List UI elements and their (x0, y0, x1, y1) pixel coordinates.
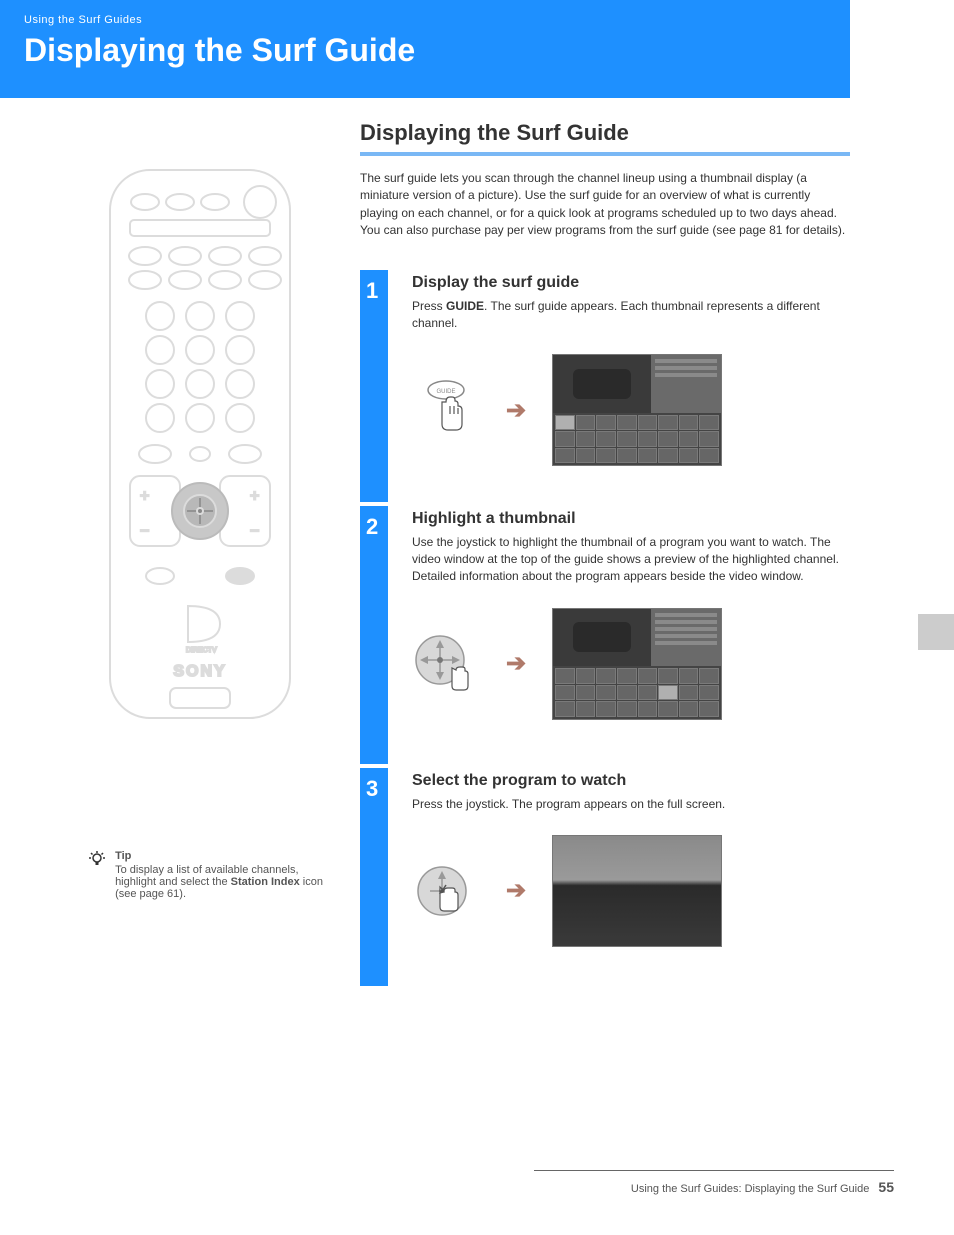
svg-text:GUIDE: GUIDE (436, 389, 455, 395)
step-heading: Select the program to watch (412, 768, 850, 790)
main-content: Displaying the Surf Guide The surf guide… (360, 120, 850, 986)
breadcrumb: Using the Surf Guides (24, 14, 826, 26)
step-text: Press the joystick. The program appears … (412, 796, 850, 813)
page-edge-tab (918, 614, 954, 650)
remote-icon: + − + − DIRECTV SONY (100, 166, 300, 726)
arrow-icon: ➔ (506, 396, 526, 425)
guide-thumbnail-1 (552, 354, 722, 466)
section-title: Displaying the Surf Guide (360, 120, 850, 146)
step-text: Use the joystick to highlight the thumbn… (412, 534, 850, 586)
step-bar (360, 270, 388, 502)
step-number: 1 (366, 278, 378, 304)
svg-text:DIRECTV: DIRECTV (186, 647, 217, 654)
joystick-move-icon (412, 630, 480, 698)
svg-text:+: + (140, 488, 149, 505)
page-title: Displaying the Surf Guide (24, 32, 826, 69)
title-rule (360, 152, 850, 156)
step-bar (360, 506, 388, 764)
page-number: 55 (878, 1179, 894, 1195)
arrow-icon: ➔ (506, 876, 526, 905)
step-number: 2 (366, 514, 378, 540)
svg-text:−: − (140, 523, 149, 540)
remote-illustration: + − + − DIRECTV SONY (100, 166, 320, 731)
fullscreen-thumbnail (552, 835, 722, 947)
footer-label: Using the Surf Guides: Displaying the Su… (631, 1183, 869, 1195)
page-footer: Using the Surf Guides: Displaying the Su… (534, 1170, 894, 1195)
step-number: 3 (366, 776, 378, 802)
guide-thumbnail-2 (552, 608, 722, 720)
step-1: 1 Display the surf guide Press GUIDE. Th… (360, 270, 850, 502)
step-heading: Highlight a thumbnail (412, 506, 850, 528)
header-banner: Using the Surf Guides Displaying the Sur… (0, 0, 850, 98)
arrow-icon: ➔ (506, 649, 526, 678)
press-button-icon: GUIDE (412, 376, 480, 444)
step-2: 2 Highlight a thumbnail Use the joystick… (360, 506, 850, 764)
step-3: 3 Select the program to watch Press the … (360, 768, 850, 986)
tip-title: Tip (115, 850, 325, 862)
footer-divider (534, 1170, 894, 1171)
step-text: Press GUIDE. The surf guide appears. Eac… (412, 298, 850, 333)
joystick-press-icon (412, 857, 480, 925)
tip-lightbulb-icon (88, 850, 106, 873)
steps-list: 1 Display the surf guide Press GUIDE. Th… (360, 270, 850, 986)
intro-paragraph: The surf guide lets you scan through the… (360, 170, 850, 240)
svg-text:−: − (250, 523, 259, 540)
svg-text:SONY: SONY (173, 663, 226, 680)
tip-text-bold: Station Index (231, 876, 300, 888)
step-heading: Display the surf guide (412, 270, 850, 292)
tip-block: Tip To display a list of available chann… (88, 850, 328, 900)
svg-text:+: + (250, 488, 259, 505)
